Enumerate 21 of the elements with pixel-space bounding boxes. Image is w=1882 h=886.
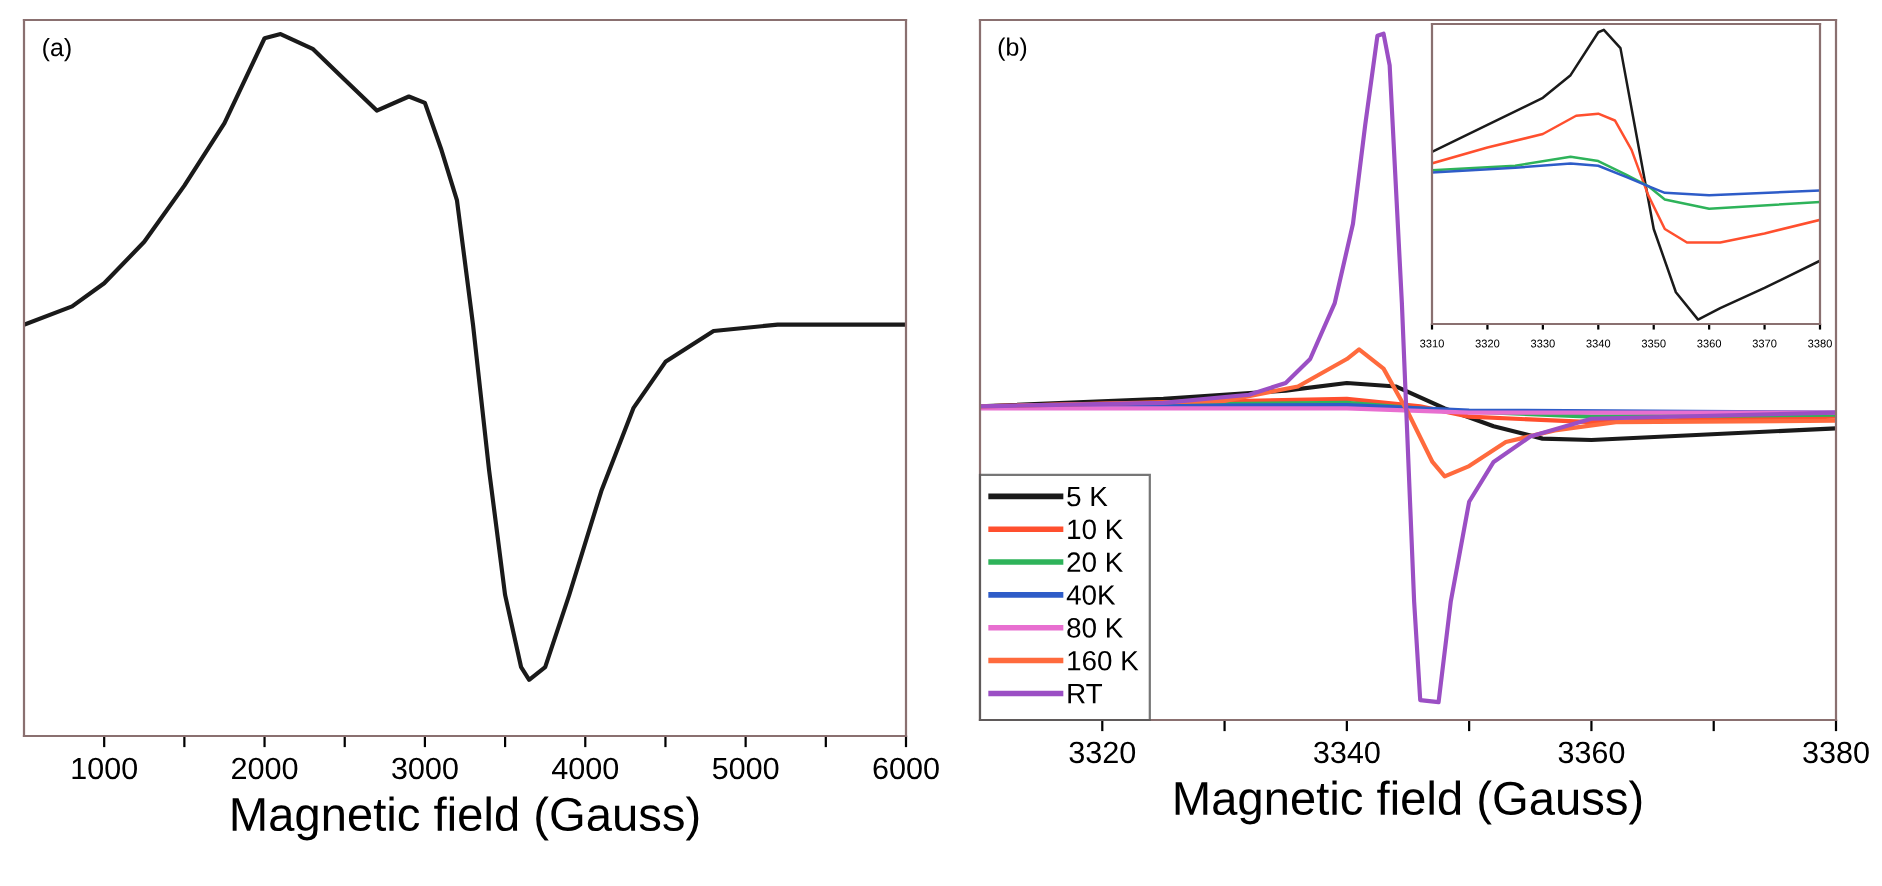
x-tick-label: 2000 — [232, 757, 298, 780]
legend-label: RT — [1068, 684, 1103, 704]
x-tick-label: 5000 — [712, 757, 779, 780]
legend-label: 10 K — [1068, 519, 1123, 540]
x-tick-label: 3320 — [1069, 741, 1136, 764]
annotation: (b) — [998, 37, 1027, 61]
x-axis-title: Magnetic field (Gauss) — [1175, 780, 1642, 825]
legend-label: 160 K — [1068, 650, 1139, 671]
x-tick-label: 6000 — [873, 757, 939, 780]
x-tick-label: 4000 — [551, 757, 619, 780]
x-axis-title: Magnetic field (Gauss) — [232, 796, 699, 841]
legend-label: 5 K — [1067, 486, 1108, 507]
legend-label: 20 K — [1067, 552, 1123, 573]
x-tick-label: 3360 — [1558, 741, 1625, 764]
x-tick-label: 3380 — [1803, 741, 1869, 764]
legend-label: 40K — [1066, 585, 1116, 605]
x-tick-label: 3000 — [392, 757, 458, 780]
x-tick-label: 3340 — [1314, 741, 1380, 764]
legend-label: 80 K — [1067, 618, 1123, 638]
annotation: (a) — [43, 37, 71, 62]
x-tick-label: 1000 — [72, 757, 137, 780]
